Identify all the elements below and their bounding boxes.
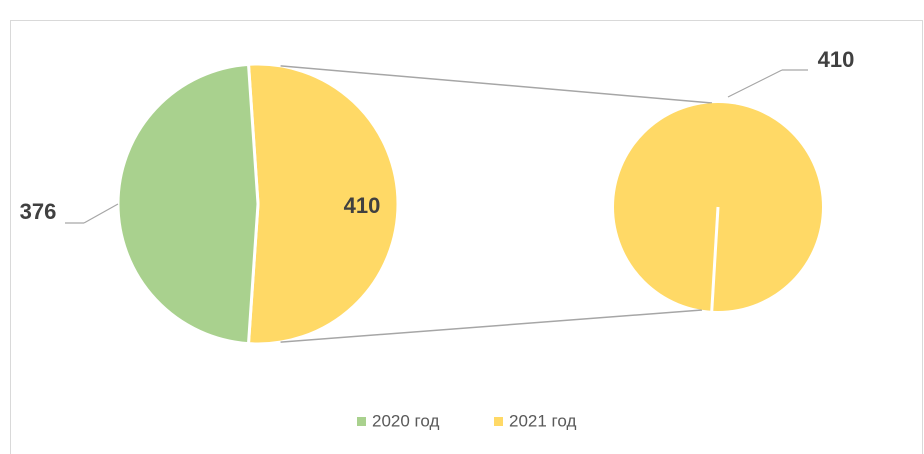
slice-edge [710, 206, 720, 313]
legend-swatch [494, 417, 503, 426]
connector-line [280, 309, 703, 343]
data-label: 410 [344, 193, 381, 218]
data-label: 376 [20, 199, 57, 224]
legend-swatch [357, 417, 366, 426]
connector-line [280, 65, 713, 104]
pie-slice [246, 62, 400, 346]
legend-label: 2020 год [372, 411, 439, 430]
data-label: 410 [818, 47, 855, 72]
legend-label: 2021 год [509, 411, 576, 430]
leader-line [83, 203, 119, 224]
pie-slice [116, 62, 260, 346]
leader-line [727, 69, 783, 98]
chart-border [10, 20, 923, 454]
